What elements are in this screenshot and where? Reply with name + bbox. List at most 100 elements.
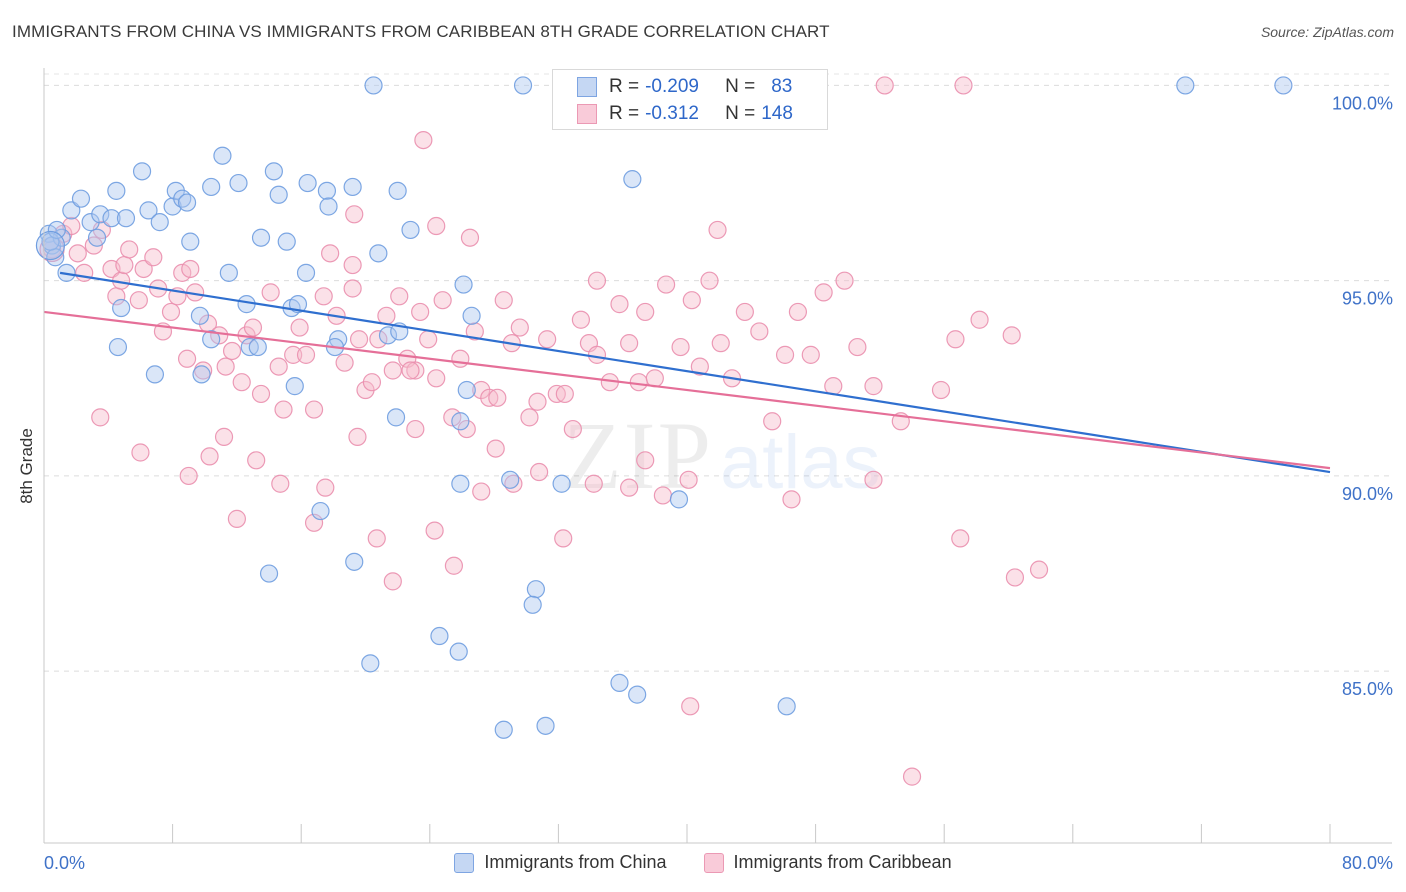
caribbean-point	[181, 259, 200, 279]
legend-item-china[interactable]: Immigrants from China	[454, 852, 666, 873]
china-point	[317, 181, 337, 200]
china-point	[361, 654, 380, 673]
china-point	[319, 197, 338, 216]
china-point	[251, 228, 271, 247]
caribbean-point	[414, 131, 433, 150]
caribbean-point	[284, 345, 303, 364]
china-point	[513, 76, 533, 95]
caribbean-point	[486, 439, 505, 458]
caribbean-point	[528, 392, 547, 411]
y-tick-label: 90.0%	[1342, 484, 1393, 504]
caribbean-point	[179, 466, 198, 486]
china-point	[298, 173, 317, 193]
caribbean-point	[383, 361, 402, 380]
legend-r-value-china: -0.209	[645, 76, 699, 97]
points-china	[35, 76, 1293, 739]
caribbean-point	[671, 337, 690, 357]
caribbean-point	[216, 357, 235, 376]
caribbean-point	[343, 255, 362, 275]
caribbean-point	[970, 310, 989, 329]
caribbean-point	[75, 263, 94, 282]
china-point	[777, 697, 796, 716]
china-point	[112, 298, 131, 318]
caribbean-point	[620, 334, 639, 353]
caribbean-point	[335, 353, 354, 372]
caribbean-point	[314, 287, 333, 306]
watermark-atlas: atlas	[720, 420, 881, 505]
caribbean-point	[144, 248, 163, 267]
chart-title: IMMIGRANTS FROM CHINA VS IMMIGRANTS FROM…	[12, 22, 830, 41]
caribbean-point	[848, 337, 867, 357]
legend-r-value-caribbean: -0.312	[645, 103, 699, 124]
caribbean-point	[444, 556, 464, 575]
china-point	[628, 685, 647, 704]
caribbean-point	[200, 447, 219, 466]
caribbean-point	[653, 486, 672, 505]
china-point	[145, 365, 165, 384]
caribbean-point	[735, 302, 754, 322]
china-point	[1176, 76, 1195, 95]
china-point	[62, 201, 81, 220]
caribbean-point	[177, 349, 197, 368]
caribbean-point	[750, 322, 769, 341]
points-caribbean	[39, 76, 1049, 786]
china-point	[163, 197, 182, 216]
x-tick-label: 80.0%	[1342, 853, 1393, 873]
caribbean-point	[304, 513, 324, 532]
legend-swatch-china	[577, 77, 597, 97]
caribbean-point	[682, 291, 701, 310]
y-tick-label: 100.0%	[1332, 93, 1393, 113]
caribbean-point	[494, 291, 513, 310]
china-point	[610, 673, 629, 692]
caribbean-point	[62, 216, 81, 236]
caribbean-point	[383, 572, 402, 591]
china-point	[150, 213, 169, 232]
china-point	[388, 181, 407, 200]
china-point	[343, 177, 362, 197]
china-point	[259, 564, 279, 583]
caribbean-point	[321, 244, 340, 263]
caribbean-point	[629, 373, 648, 392]
caribbean-point	[362, 373, 382, 392]
caribbean-point	[563, 419, 582, 439]
china-point	[139, 201, 158, 220]
caribbean-point	[587, 271, 607, 290]
x-tick-label: 0.0%	[44, 853, 85, 873]
legend-item-caribbean[interactable]: Immigrants from Caribbean	[703, 852, 952, 873]
caribbean-point	[555, 384, 574, 404]
caribbean-point	[251, 384, 271, 404]
china-point	[269, 185, 288, 204]
caribbean-point	[554, 529, 573, 548]
legend-row-china: R = -0.209 N = 83	[577, 73, 792, 101]
caribbean-point	[316, 478, 335, 497]
trend-lines	[43, 271, 1331, 474]
china-point	[311, 501, 330, 521]
china-point	[102, 209, 121, 228]
caribbean-point	[488, 388, 507, 407]
caribbean-point	[788, 302, 808, 322]
caribbean-point	[530, 462, 549, 482]
caribbean-point	[129, 291, 148, 310]
caribbean-point	[120, 240, 139, 259]
china-point	[219, 263, 238, 282]
china-point	[451, 474, 470, 493]
caribbean-point	[657, 275, 676, 294]
caribbean-point	[451, 349, 470, 368]
y-tick-label: 85.0%	[1342, 679, 1393, 699]
china-point	[378, 326, 398, 345]
caribbean-point	[401, 361, 420, 380]
china-point	[454, 275, 473, 294]
caribbean-point	[954, 76, 973, 95]
caribbean-point	[304, 400, 324, 419]
caribbean-point	[875, 76, 894, 95]
china-point	[192, 365, 211, 384]
china-point	[108, 337, 128, 357]
caribbean-point	[679, 470, 698, 489]
caribbean-point	[214, 427, 234, 446]
caribbean-point	[115, 255, 134, 275]
caribbean-point	[91, 408, 110, 427]
caribbean-point	[369, 330, 388, 349]
china-point	[288, 295, 308, 314]
trend-line-china	[59, 271, 1331, 474]
